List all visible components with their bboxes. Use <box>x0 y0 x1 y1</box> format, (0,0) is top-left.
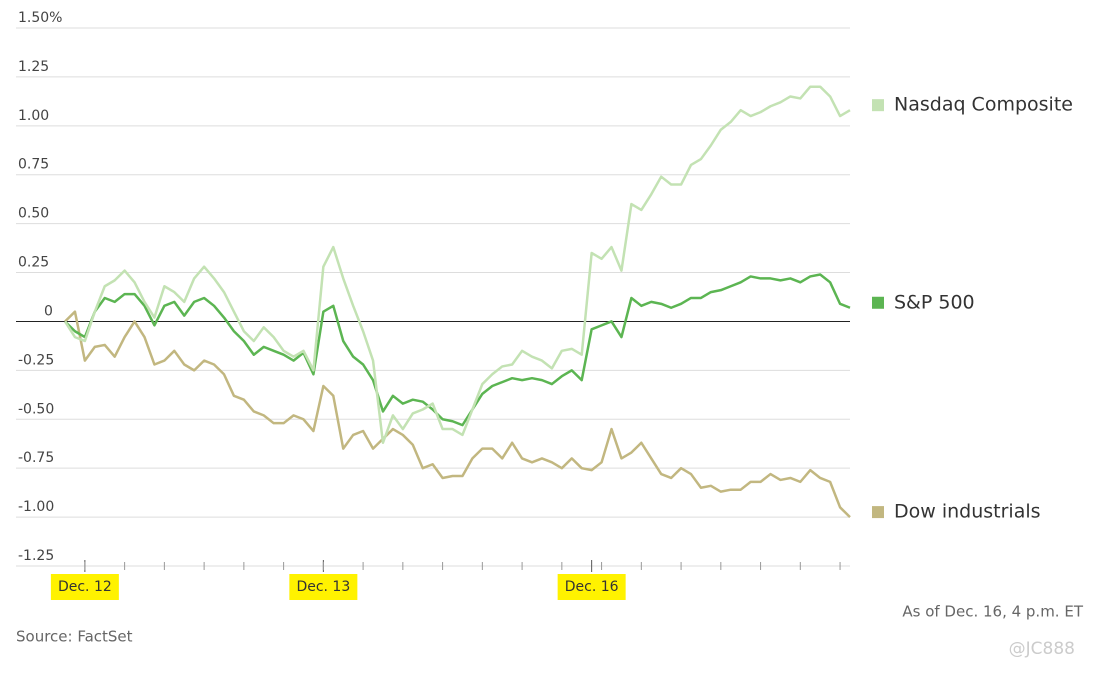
x-tick-label: Dec. 13 <box>296 579 350 595</box>
label-highlight <box>50 574 119 600</box>
y-tick-label: 0 <box>44 303 53 319</box>
series-line <box>63 85 851 444</box>
legend-swatch <box>872 506 884 519</box>
legend-label: Dow industrials <box>894 501 1041 523</box>
y-tick-label: -1.25 <box>18 548 54 564</box>
x-tick-label: Dec. 16 <box>565 579 619 595</box>
y-tick-label: -0.25 <box>18 352 54 368</box>
timestamp-note: As of Dec. 16, 4 p.m. ET <box>902 603 1083 621</box>
legend-label: Nasdaq Composite <box>894 94 1073 116</box>
y-tick-label: 0.75 <box>18 157 49 173</box>
watermark: @JC888 <box>1009 639 1075 659</box>
y-tick-label: -0.75 <box>18 450 54 466</box>
series-line <box>64 273 851 427</box>
source: Source: FactSet <box>16 628 133 646</box>
series-line <box>64 310 851 518</box>
legend-label: S&P 500 <box>894 291 975 313</box>
y-tick-label: 1.50% <box>18 10 62 26</box>
y-tick-label: 1.25 <box>18 59 49 75</box>
y-tick-label: 0.25 <box>18 255 49 271</box>
legend-swatch <box>872 99 884 112</box>
x-tick-label: Dec. 12 <box>58 579 112 595</box>
y-tick-label: 0.50 <box>18 206 49 222</box>
y-tick-label: -1.00 <box>18 499 54 515</box>
legend-swatch <box>872 296 884 309</box>
label-highlight <box>557 574 626 600</box>
y-tick-label: 1.00 <box>18 108 49 124</box>
y-tick-label: -0.50 <box>18 401 54 417</box>
label-highlight <box>289 574 358 600</box>
